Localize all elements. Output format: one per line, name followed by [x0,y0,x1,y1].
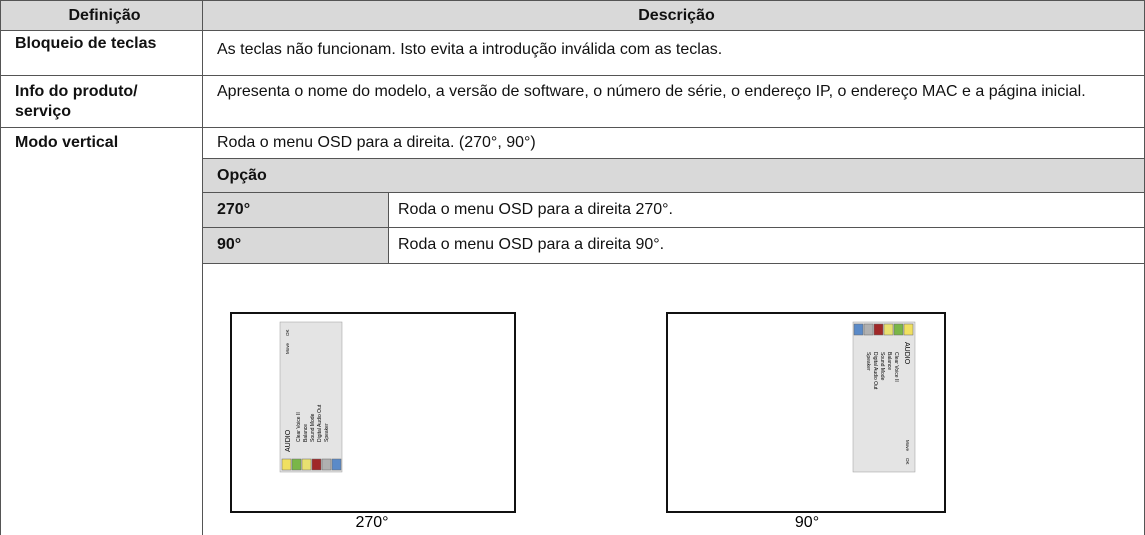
osd-icon [281,458,292,471]
figure-caption: 270° [355,514,388,531]
osd-icon [883,323,894,336]
osd-item: Balance [303,424,309,442]
osd-icon [863,323,874,336]
osd-hint: OK [285,329,290,336]
osd-item: Digital Audio Out [872,352,878,390]
osd-panel [279,321,343,473]
figure-caption: 90° [795,514,819,531]
osd-item: Sound Mode [310,413,316,442]
osd-icon [291,458,302,471]
osd-icon [853,323,864,336]
header-cell: Definição [0,0,203,31]
osd-panel [852,321,916,473]
option-name: 90° [202,227,389,264]
osd-item: Balance [886,352,892,370]
osd-item: Digital Audio Out [317,404,323,442]
osd-item: Speaker [324,423,330,442]
osd-icon [903,323,914,336]
osd-title: AUDIO [903,342,910,365]
osd-hint: Move [905,440,910,452]
option-header: Opção [202,158,1145,193]
osd-icon [301,458,312,471]
screen-frame [230,312,516,513]
osd-item: Sound Mode [879,352,885,381]
osd-item: Clear Voice II [296,412,302,442]
osd-item: Speaker [865,352,871,371]
osd-title: AUDIO [285,429,292,452]
osd-item: Clear Voice II [893,352,899,382]
osd-icon [331,458,342,471]
osd-icon [873,323,884,336]
osd-icon [321,458,332,471]
osd-hint: OK [905,458,910,465]
osd-icon [311,458,322,471]
osd-hint: Move [285,342,290,354]
osd-icon [893,323,904,336]
